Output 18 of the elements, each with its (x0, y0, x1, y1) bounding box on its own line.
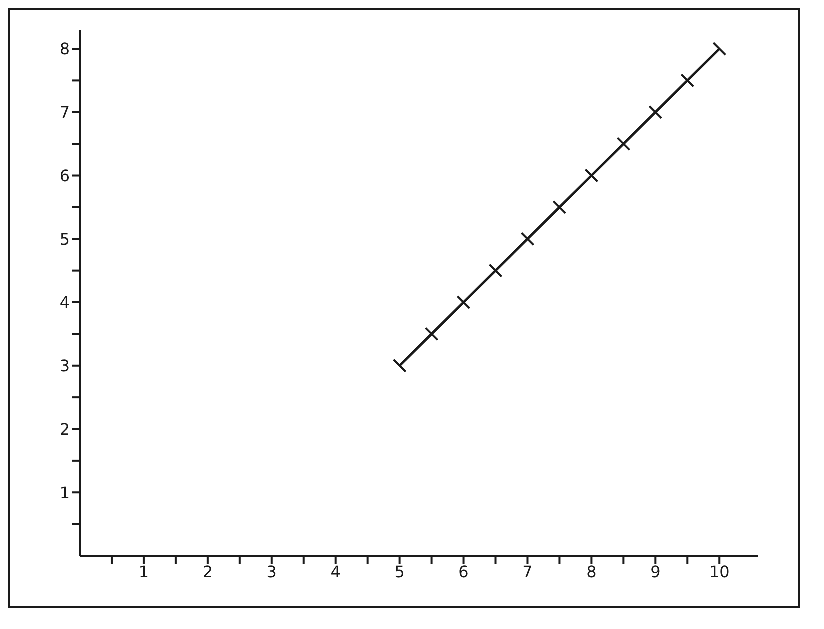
y-tick-label: 2 (60, 420, 70, 439)
x-tick-label: 2 (202, 562, 214, 582)
y-tick-label: 5 (60, 230, 70, 249)
x-tick-label: 9 (650, 562, 661, 582)
x-tick-label: 5 (394, 562, 405, 582)
x-tick-label: 6 (458, 562, 469, 582)
y-tick-label: 1 (60, 483, 70, 502)
y-tick-label: 4 (60, 293, 70, 312)
y-tick-label: 8 (60, 40, 70, 59)
y-tick-label: 3 (60, 356, 70, 376)
x-tick-label: 3 (266, 562, 277, 582)
y-tick-label: 7 (60, 103, 70, 122)
x-tick-label: 7 (522, 562, 533, 582)
x-tick-label: 1 (138, 562, 150, 582)
x-tick-label: 8 (586, 562, 597, 582)
x-tick-label: 4 (330, 562, 341, 582)
x-tick-label: 10 (709, 562, 730, 582)
y-tick-label: 6 (60, 166, 70, 186)
